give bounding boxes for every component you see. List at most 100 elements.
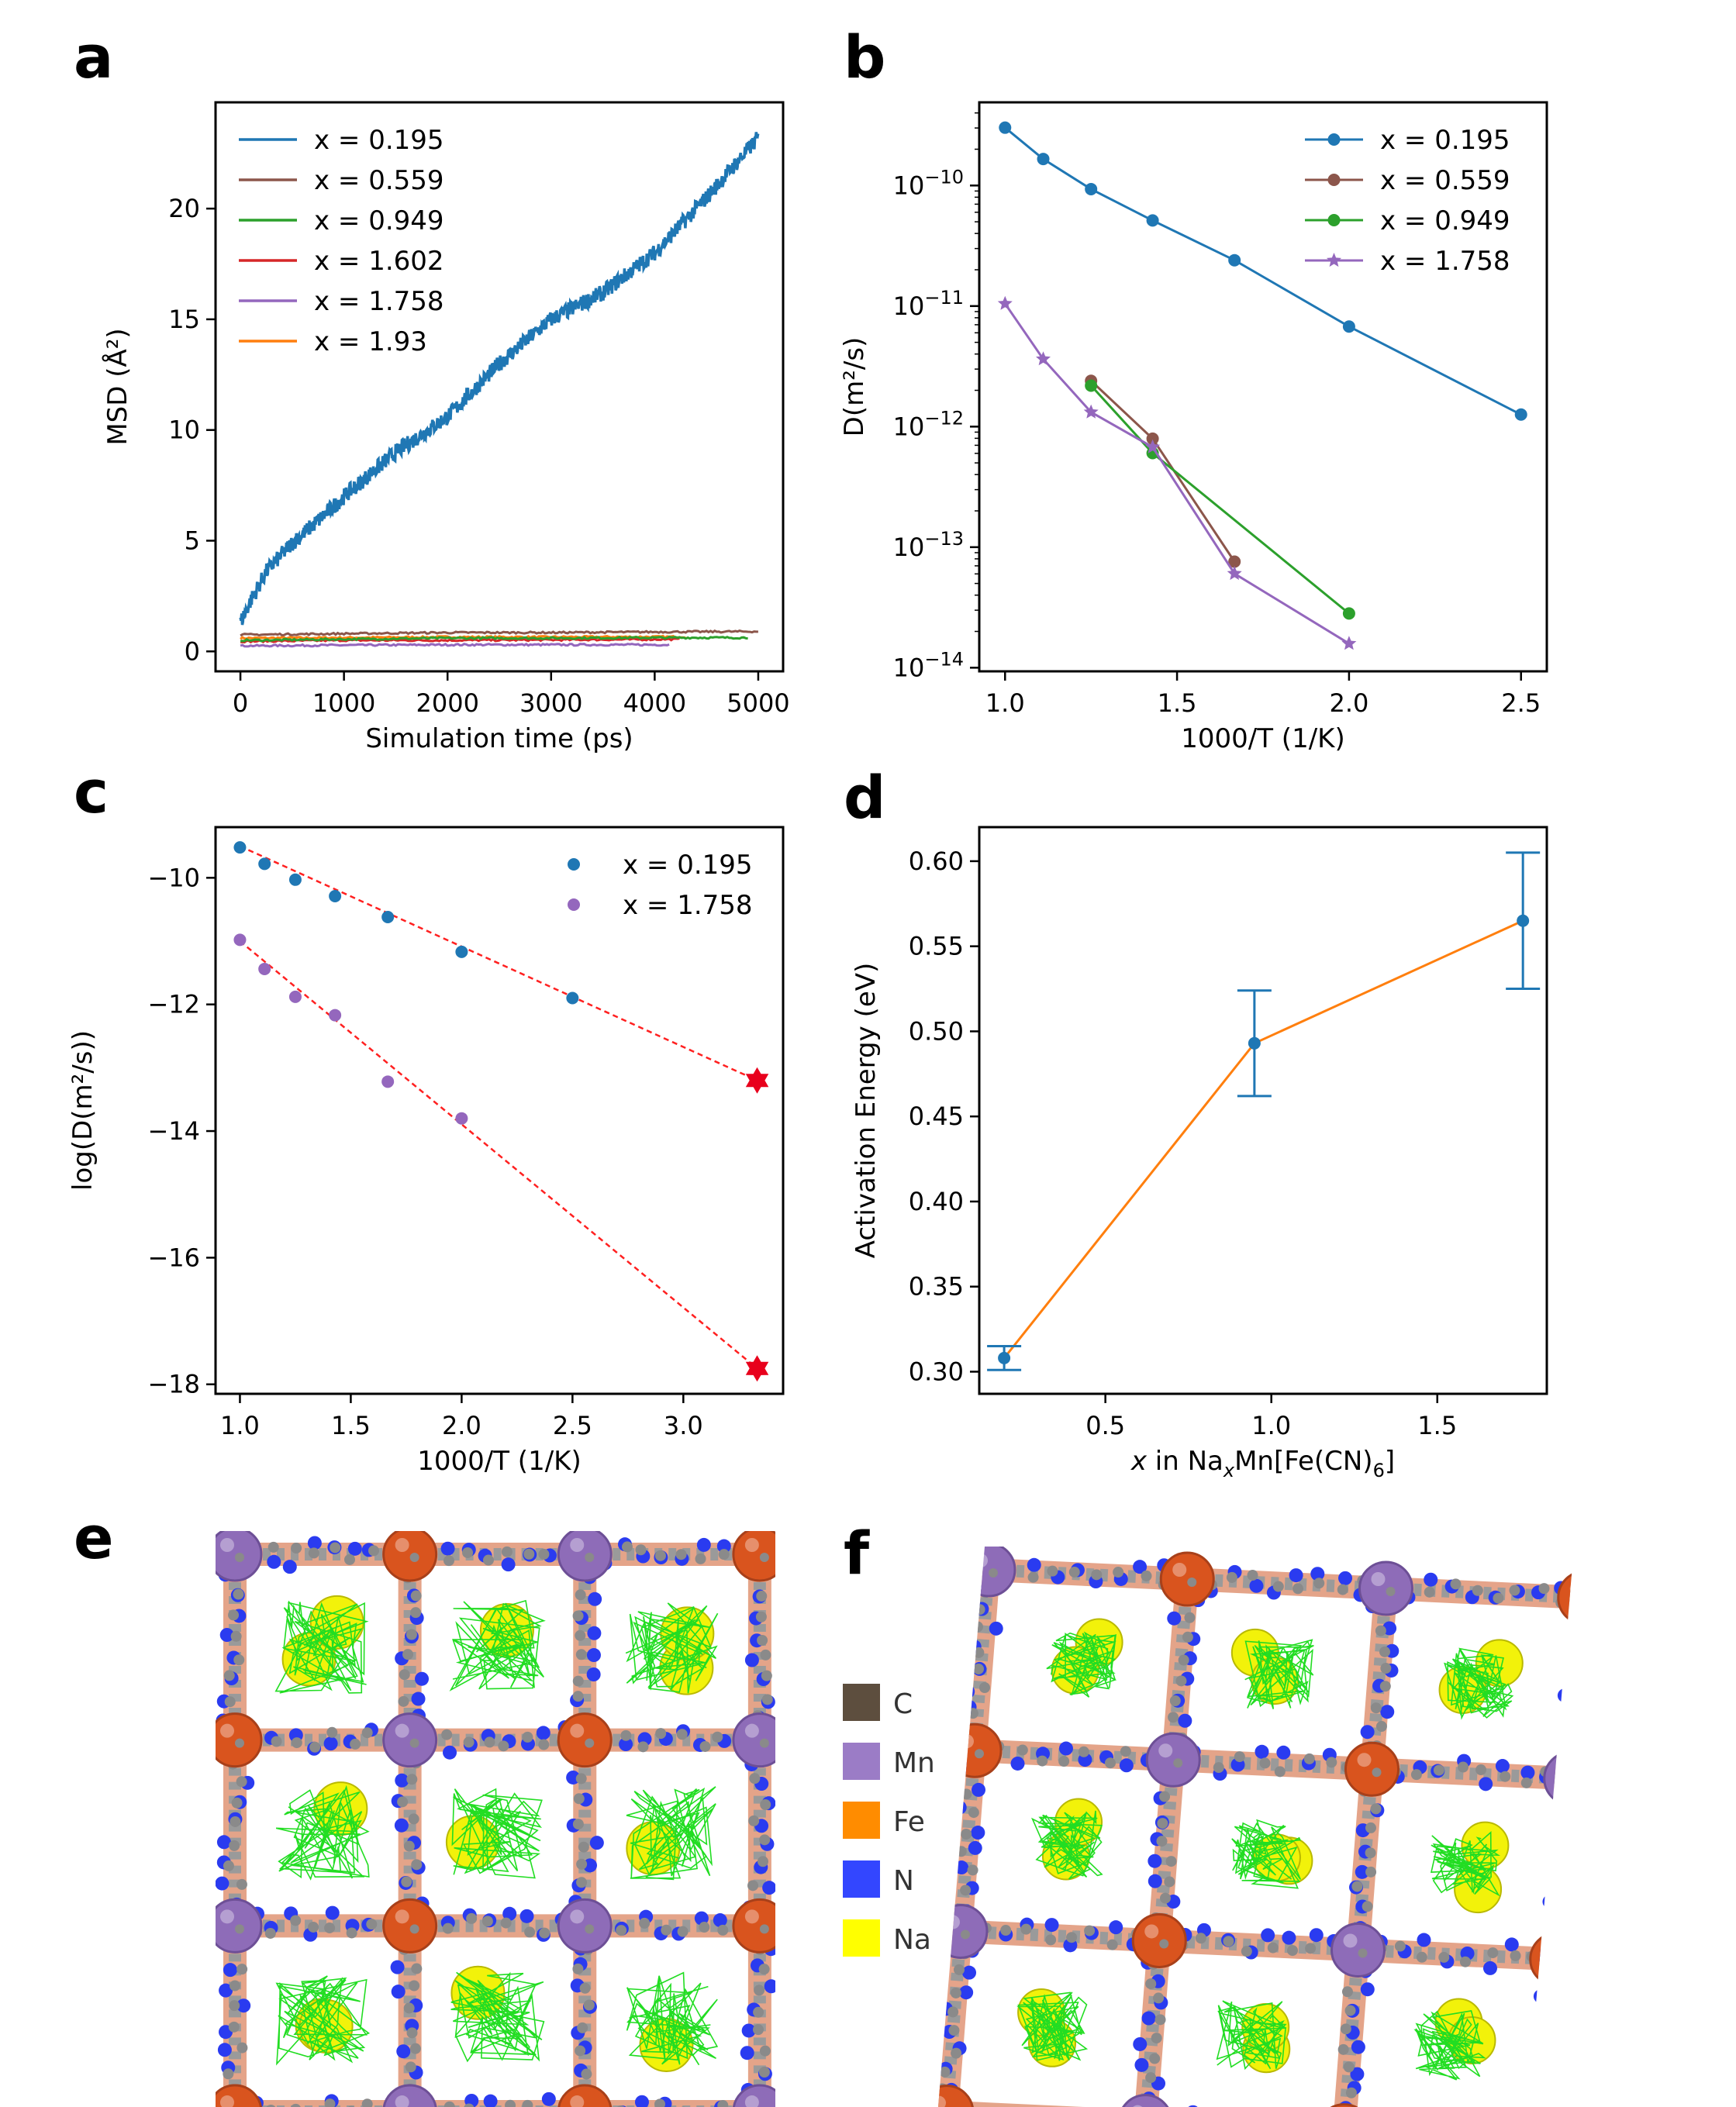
atom-n (1255, 1744, 1269, 1759)
atom-c (309, 1741, 321, 1753)
atom-c (1160, 1892, 1172, 1904)
atom-c (1379, 1681, 1391, 1692)
x-tick-label-c: 3.0 (664, 1411, 703, 1440)
data-point-c (288, 990, 302, 1003)
atom-n (347, 1541, 362, 1556)
atom-c (616, 1925, 627, 1936)
atom-c (972, 1663, 984, 1674)
atom-c (1175, 1675, 1187, 1687)
legend-marker-b (1327, 214, 1341, 226)
atom-n (501, 1557, 516, 1572)
y-tick-label-c: −16 (147, 1243, 200, 1272)
atom-mn (732, 2084, 775, 2107)
atom-c (408, 1813, 419, 1825)
atom-c (411, 1963, 423, 1974)
panel-letter-e: e (74, 1503, 114, 1572)
atom-c (1365, 1866, 1377, 1878)
atom-c (406, 1774, 418, 1785)
atom-n (1542, 1895, 1557, 1909)
atom-c (759, 1834, 771, 1846)
legend-label-a: x = 1.93 (314, 326, 427, 357)
atom-n (1569, 1629, 1574, 1644)
legend-label-na: Na (893, 1924, 931, 1956)
atom-c (572, 1691, 584, 1702)
atom-c (989, 1568, 998, 1578)
atom-c (308, 1547, 319, 1559)
atom-c (635, 1544, 647, 1556)
atom-c (718, 1549, 730, 1560)
atom-c (398, 1695, 409, 1707)
y-tick-label-a: 5 (185, 526, 200, 555)
atom-c (1326, 1757, 1337, 1768)
atom-c (1500, 1771, 1511, 1782)
x-tick-label-c: 2.0 (442, 1411, 481, 1440)
atom-c (350, 1738, 361, 1750)
panel-letter-a: a (74, 22, 113, 91)
legend-swatch-c (843, 1684, 880, 1721)
atom-n (1148, 1854, 1162, 1868)
atom-c (761, 1694, 773, 1705)
atom-c (712, 1731, 723, 1743)
atom-c (500, 1917, 512, 1929)
legend-label-fe: Fe (893, 1806, 925, 1838)
y-tick-label-b: 10−13 (893, 528, 964, 562)
atom-c (1343, 2061, 1355, 2073)
data-point-d (1248, 1036, 1261, 1050)
chart-b-diffusivity: 1.0 1.5 2.0 2.5 10−14 10−13 10−12 10−11 10−10 100… (839, 101, 1548, 754)
atom-n (1558, 1874, 1572, 1888)
atom-c (1365, 1822, 1376, 1833)
series-line-1 (240, 629, 758, 637)
atom-c (699, 1740, 711, 1752)
fit-line-c (239, 845, 758, 1081)
atom-c (1213, 1762, 1224, 1774)
extrapolated-point-c (745, 1067, 769, 1094)
x-tick-label-c: 2.5 (553, 1411, 592, 1440)
atom-c (1579, 1689, 1589, 1700)
atom-n (1360, 1725, 1375, 1740)
data-point-b (1228, 253, 1241, 267)
atom-highlight (220, 1909, 234, 1924)
x-tick-label-d: 0.5 (1085, 1411, 1125, 1440)
data-point-c (455, 1112, 468, 1125)
plot-frame-d (978, 826, 1548, 1395)
atom-c (974, 1604, 985, 1616)
atom-c (501, 1546, 513, 1557)
atom-highlight (1343, 1933, 1358, 1948)
atom-c (639, 1917, 651, 1929)
legend-swatch-fe (843, 1802, 880, 1839)
atom-c (695, 1553, 706, 1564)
atom-c (1351, 1881, 1363, 1892)
atom-highlight (1357, 1753, 1372, 1767)
atom-n (741, 2023, 756, 2038)
y-axis-label-b: D(m²/s) (839, 337, 870, 437)
atom-c (968, 1807, 979, 1819)
atom-n (1555, 1968, 1569, 1983)
atom-c (575, 2045, 586, 2057)
atom-c (1579, 1654, 1589, 1664)
atom-c (1576, 1736, 1586, 1747)
x-tick-label-a: 0 (233, 688, 248, 718)
atom-c (271, 1736, 282, 1747)
extrapolated-point-c (745, 1355, 769, 1382)
atom-c (654, 1550, 666, 1561)
atom-n (1554, 1832, 1569, 1847)
atom-c (758, 1964, 770, 1975)
atom-n (415, 1671, 430, 1686)
atom-c (576, 1858, 588, 1870)
atom-n (219, 1628, 234, 1643)
series-line-2 (240, 635, 748, 643)
atom-c (1386, 1587, 1396, 1596)
atom-c (267, 1541, 279, 1553)
atom-fe (382, 1531, 438, 1582)
atom-c (409, 2043, 421, 2054)
atom-c (1538, 1583, 1550, 1595)
y-axis-label-a: MSD (Å²) (102, 328, 133, 445)
atom-c (1169, 1695, 1181, 1706)
structure-lattice (938, 1547, 1589, 2107)
atom-c (1151, 2033, 1162, 2044)
legend-label-b: x = 1.758 (1380, 246, 1510, 277)
atom-n (1571, 1731, 1574, 1746)
atom-c (961, 1829, 972, 1840)
atom-c (939, 2066, 951, 2078)
atom-highlight (570, 1909, 585, 1924)
